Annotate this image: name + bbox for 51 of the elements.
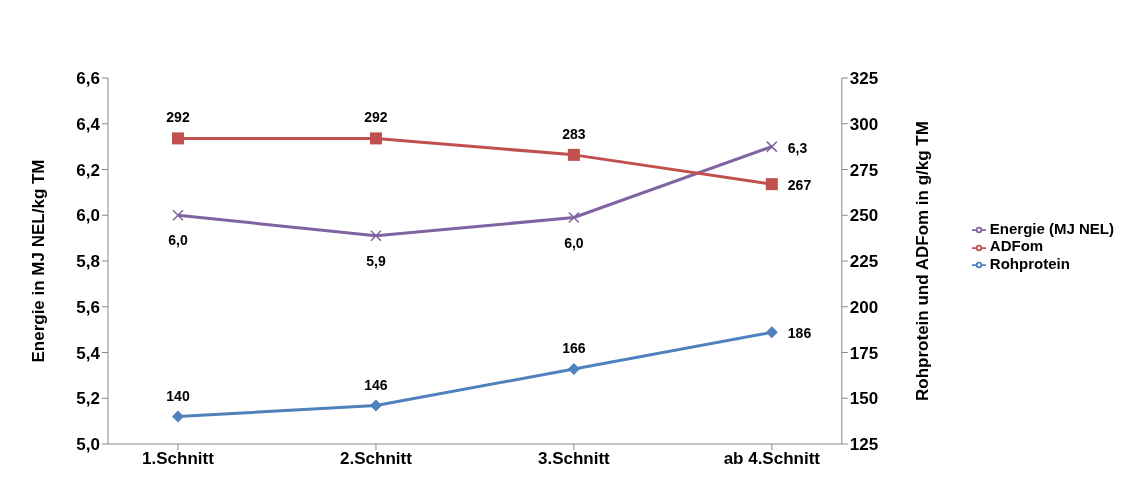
data-label: 267 <box>787 177 812 194</box>
point <box>172 209 184 221</box>
y-tick-label: 5,0 <box>76 435 100 455</box>
point <box>765 178 778 191</box>
x-tick-label: ab 4.Schnitt <box>723 449 821 469</box>
point <box>567 362 580 375</box>
y-tick-label: 6,6 <box>76 69 100 89</box>
point <box>370 230 382 242</box>
point <box>172 132 184 145</box>
x-tick-label: 2.Schnitt <box>340 449 413 469</box>
data-label: 146 <box>364 376 388 393</box>
data-label: 166 <box>562 339 586 356</box>
y2-axis-title: Rohprotein und ADFom in g/kg TM <box>912 121 932 401</box>
point <box>765 326 778 339</box>
point <box>172 410 184 423</box>
data-label: 6,0 <box>168 232 188 249</box>
y2-tick-label: 225 <box>849 252 879 272</box>
y-tick-label: 6,0 <box>76 206 100 226</box>
y2-tick-label: 275 <box>849 160 879 180</box>
data-label: 283 <box>562 125 586 142</box>
y-tick-label: 5,6 <box>76 297 100 317</box>
y2-tick-label: 150 <box>849 389 879 409</box>
y-tick-label: 5,4 <box>76 343 101 363</box>
y-tick-label: 5,8 <box>76 252 100 272</box>
point <box>568 211 580 224</box>
point <box>766 140 778 153</box>
data-label: 140 <box>166 387 190 404</box>
y-tick-label: 5,2 <box>76 389 100 409</box>
y2-tick-label: 325 <box>849 69 879 89</box>
y2-tick-label: 175 <box>849 343 879 363</box>
legend-label: Energie (MJ NEL) <box>989 220 1114 238</box>
data-label: 186 <box>787 325 812 342</box>
data-label: 292 <box>166 109 190 126</box>
y-tick-label: 6,4 <box>76 114 101 134</box>
y2-tick-label: 250 <box>849 206 879 226</box>
x-tick-label: 1.Schnitt <box>142 449 215 469</box>
legend-label: Rohprotein <box>989 254 1070 272</box>
point <box>567 148 580 161</box>
y2-tick-label: 125 <box>849 435 879 455</box>
point <box>369 399 382 412</box>
x-tick-label: 3.Schnitt <box>537 449 611 469</box>
data-label: 6,0 <box>564 234 584 251</box>
legend-label: ADFom <box>989 237 1044 255</box>
point <box>369 132 382 145</box>
data-label: 292 <box>364 109 388 126</box>
y-tick-label: 6,2 <box>76 160 100 180</box>
y2-tick-label: 300 <box>849 114 879 134</box>
data-label: 5,9 <box>366 252 386 269</box>
y-axis-title: Energie in MJ NEL/kg TM <box>29 159 49 363</box>
data-label: 6,3 <box>787 139 808 156</box>
y2-tick-label: 200 <box>849 297 879 317</box>
